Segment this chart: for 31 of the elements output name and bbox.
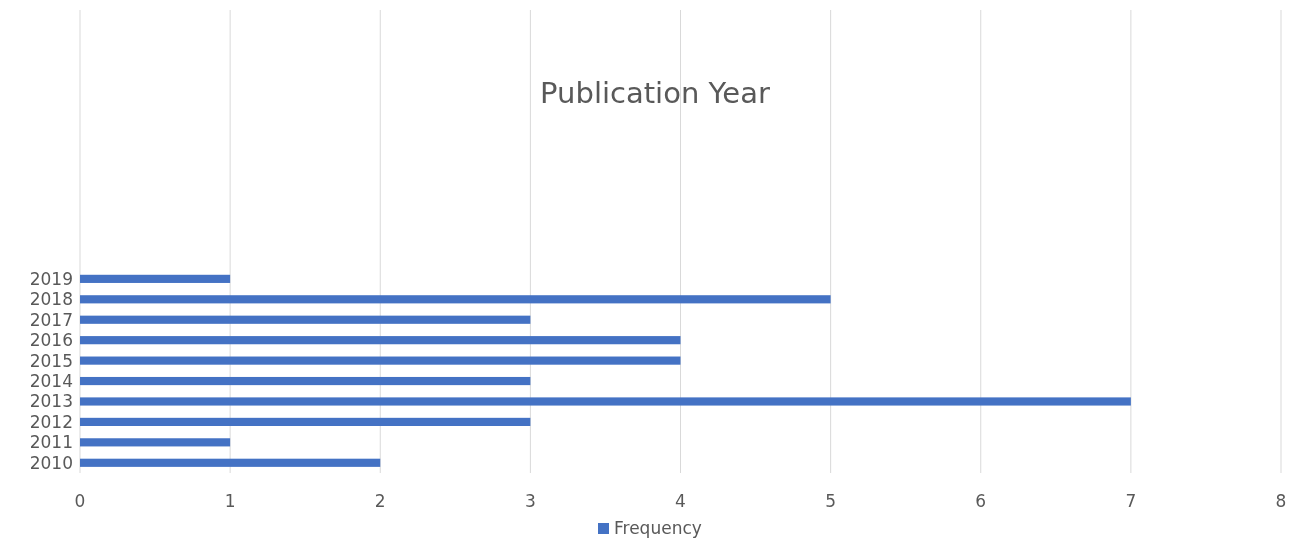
y-tick-label: 2010 xyxy=(29,452,73,473)
x-tick-label: 0 xyxy=(74,491,86,511)
bar xyxy=(80,458,381,467)
x-tick-label: 8 xyxy=(1275,491,1287,511)
bar xyxy=(80,376,531,386)
bar xyxy=(80,336,681,345)
y-tick-label: 2017 xyxy=(29,309,73,330)
bar xyxy=(80,315,531,324)
x-tick-label: 3 xyxy=(524,491,536,511)
bar xyxy=(80,295,831,304)
bar xyxy=(80,397,1131,406)
x-tick-label: 6 xyxy=(975,491,987,511)
x-tick-label: 5 xyxy=(825,491,837,511)
y-tick-label: 2014 xyxy=(29,370,73,391)
y-tick-label: 2019 xyxy=(29,268,73,289)
bar xyxy=(80,356,681,365)
y-tick-label: 2013 xyxy=(29,391,73,412)
x-tick-label: 1 xyxy=(224,491,236,511)
x-tick-label: 2 xyxy=(374,491,386,511)
text: Publication Year xyxy=(540,76,770,110)
y-tick-label: 2011 xyxy=(29,432,73,453)
y-tick-label: 2016 xyxy=(29,330,73,351)
y-tick-label: 2015 xyxy=(29,350,73,371)
legend-label: Frequency xyxy=(614,518,702,538)
bar xyxy=(80,438,231,447)
bar xyxy=(80,274,231,283)
x-tick-label: 4 xyxy=(675,491,686,511)
x-tick-label: 7 xyxy=(1125,491,1137,511)
y-tick-label: 2018 xyxy=(29,289,73,310)
y-tick-label: 2012 xyxy=(29,411,73,432)
bar xyxy=(80,417,531,426)
